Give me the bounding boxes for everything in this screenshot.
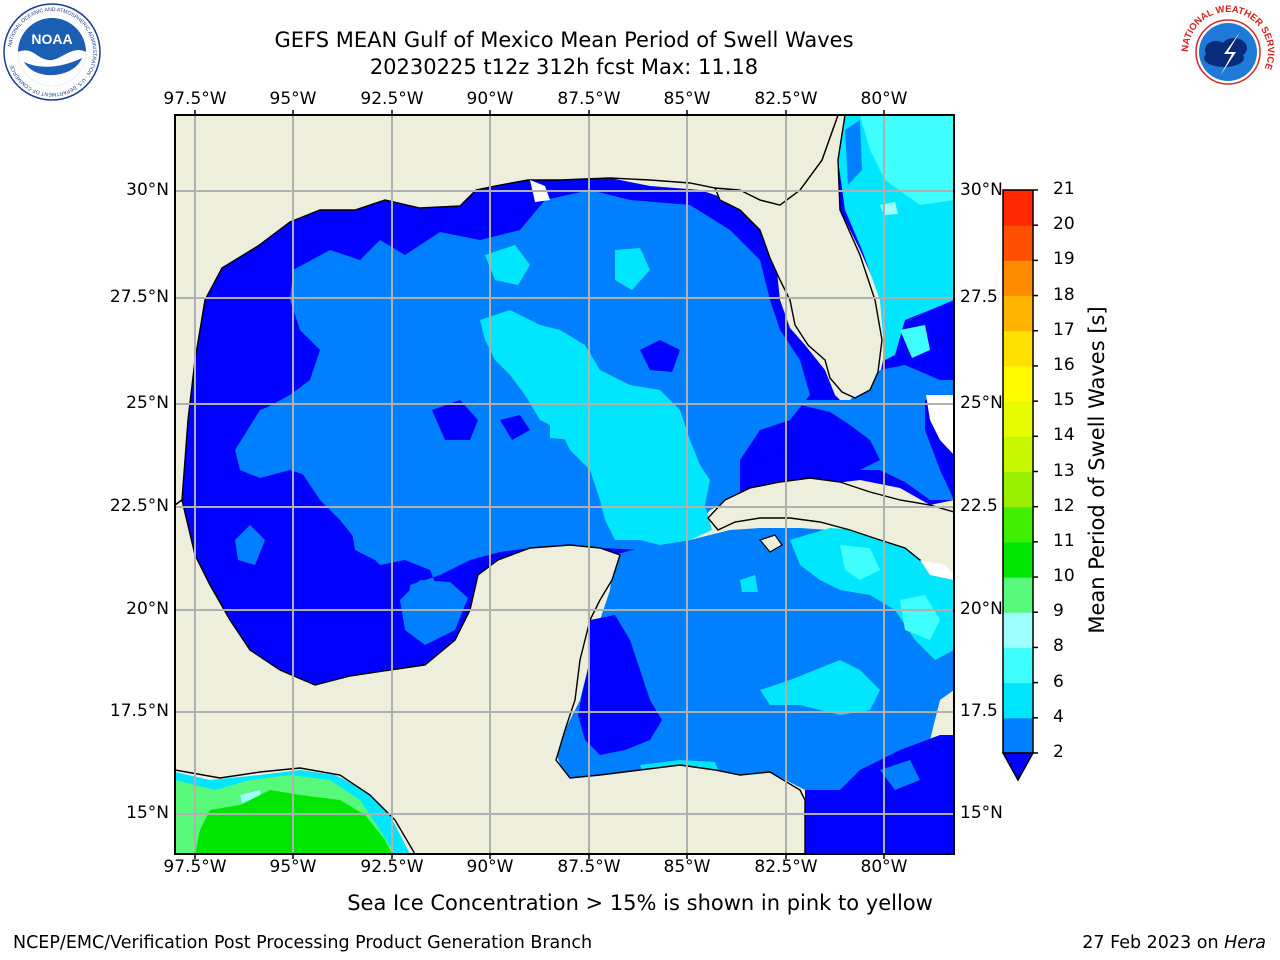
colorbar-segment — [1003, 541, 1033, 578]
colorbar-tick-label: 12 — [1053, 495, 1075, 516]
footer-machine: Hera — [1224, 933, 1266, 953]
lon-label-bottom: 97.5°W — [163, 857, 227, 877]
noaa-logo: NOAA NATIONAL OCEANIC AND ATMOSPHERIC AD… — [3, 3, 101, 101]
lon-label-bottom: 82.5°W — [754, 857, 818, 877]
lat-label-left: 27.5°N — [109, 287, 169, 307]
lon-label-top: 97.5°W — [163, 89, 227, 109]
map-title-line2: 20230225 t12z 312h fcst Max: 11.18 — [369, 55, 759, 79]
colorbar-segment — [1003, 225, 1033, 261]
colorbar-tick-label: 16 — [1053, 354, 1075, 375]
colorbar-segment — [1003, 260, 1033, 297]
colorbar-tick-label: 6 — [1053, 671, 1064, 692]
map-title-line1: GEFS MEAN Gulf of Mexico Mean Period of … — [274, 28, 854, 52]
lat-label-right: 25°N — [960, 393, 1003, 413]
colorbar-tick-label: 9 — [1053, 601, 1064, 622]
lon-label-top: 90°W — [466, 89, 514, 109]
lat-label-left: 20°N — [126, 599, 169, 619]
colorbar — [1001, 189, 1038, 782]
level-4-6-central — [480, 310, 712, 545]
graticule — [175, 115, 954, 854]
colorbar-segment — [1003, 295, 1033, 332]
colorbar-segment — [1003, 330, 1033, 367]
colorbar-tick-label: 4 — [1053, 706, 1064, 727]
lat-label-left: 22.5°N — [109, 496, 169, 516]
colorbar-tick-label: 8 — [1053, 636, 1064, 657]
colorbar-tick-label: 20 — [1053, 214, 1075, 235]
lon-label-top: 92.5°W — [360, 89, 424, 109]
lon-label-top: 85°W — [663, 89, 711, 109]
colorbar-segment — [1003, 436, 1033, 472]
lat-label-right: 15°N — [960, 803, 1003, 823]
colorbar-segment — [1003, 401, 1033, 437]
colorbar-tick-label: 11 — [1053, 530, 1075, 551]
lon-label-bottom: 92.5°W — [360, 857, 424, 877]
colorbar-tick-label: 10 — [1053, 566, 1075, 587]
lon-label-bottom: 90°W — [466, 857, 514, 877]
colorbar-segment — [1003, 682, 1033, 719]
colorbar-under-triangle — [1001, 752, 1035, 782]
footer-date-text: 27 Feb 2023 on — [1082, 933, 1225, 953]
colorbar-tick-label: 13 — [1053, 460, 1075, 481]
colorbar-segment — [1003, 647, 1033, 684]
colorbar-segment — [1003, 506, 1033, 543]
lat-label-right: 17.5 — [960, 701, 998, 721]
lat-label-left: 25°N — [126, 393, 169, 413]
lon-label-bottom: 80°W — [860, 857, 908, 877]
footer-date: 27 Feb 2023 on Hera — [1082, 933, 1266, 953]
lon-label-bottom: 87.5°W — [557, 857, 621, 877]
sea-ice-caption: Sea Ice Concentration > 15% is shown in … — [347, 891, 933, 915]
footer-credit: NCEP/EMC/Verification Post Processing Pr… — [13, 933, 593, 953]
lat-label-right: 22.5 — [960, 496, 998, 516]
lat-label-left: 15°N — [126, 803, 169, 823]
colorbar-segment — [1003, 190, 1033, 226]
colorbar-tick-label: 21 — [1053, 179, 1075, 199]
lon-label-top: 80°W — [860, 89, 908, 109]
colorbar-title: Mean Period of Swell Waves [s] — [1085, 306, 1109, 634]
colorbar-tick-label: 14 — [1053, 425, 1075, 446]
lat-label-right: 27.5 — [960, 287, 998, 307]
colorbar-segment — [1003, 365, 1033, 402]
colorbar-tick-label: 15 — [1053, 390, 1075, 411]
lon-label-top: 87.5°W — [557, 89, 621, 109]
lon-label-bottom: 95°W — [269, 857, 317, 877]
colorbar-tick-label: 19 — [1053, 249, 1075, 270]
lon-label-bottom: 85°W — [663, 857, 711, 877]
colorbar-segment — [1003, 471, 1033, 508]
map-frame — [174, 114, 955, 855]
lon-label-top: 82.5°W — [754, 89, 818, 109]
colorbar-tick-label: 2 — [1053, 742, 1064, 762]
colorbar-tick-label: 17 — [1053, 319, 1075, 340]
colorbar-segment — [1003, 612, 1033, 648]
colorbar-tick-label: 18 — [1053, 284, 1075, 305]
noaa-logo-text: NOAA — [31, 31, 72, 47]
lat-label-right: 20°N — [960, 599, 1003, 619]
lat-label-left: 30°N — [126, 180, 169, 200]
colorbar-segment — [1003, 717, 1033, 754]
nws-logo: NATIONAL WEATHER SERVICE — [1180, 4, 1276, 100]
lat-label-right: 30°N — [960, 180, 1003, 200]
colorbar-segment — [1003, 577, 1033, 613]
lon-label-top: 95°W — [269, 89, 317, 109]
lat-label-left: 17.5°N — [109, 701, 169, 721]
